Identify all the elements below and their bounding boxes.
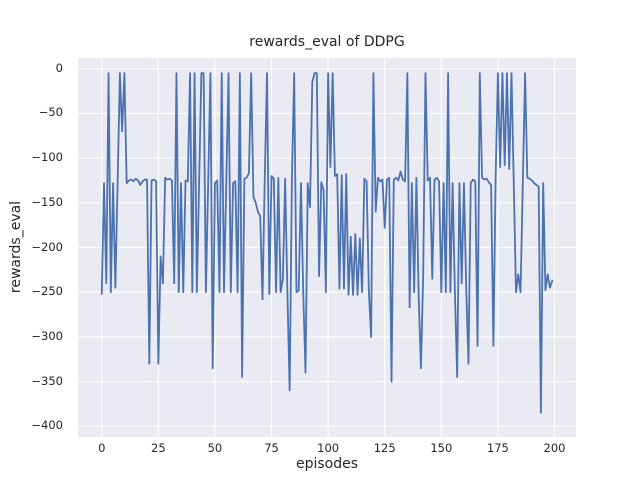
x-tick-label: 100	[317, 441, 340, 455]
y-tick-label: 0	[55, 60, 63, 75]
y-tick-label: −400	[31, 418, 63, 433]
y-tick-label: −300	[31, 328, 63, 343]
chart-title: rewards_eval of DDPG	[249, 34, 405, 50]
x-tick-label: 200	[543, 441, 566, 455]
x-tick-label: 125	[373, 441, 396, 455]
y-tick-label: −250	[31, 284, 63, 299]
rewards-eval-line	[100, 72, 554, 414]
y-tick-label: −150	[31, 194, 63, 209]
x-tick-label: 75	[264, 441, 279, 455]
y-tick-label: −350	[31, 373, 63, 388]
x-tick-label: 25	[151, 441, 166, 455]
y-tick-label: −100	[31, 150, 63, 165]
x-tick-label: 50	[207, 441, 223, 455]
x-tick-label: 150	[430, 441, 453, 455]
x-tick-label: 175	[486, 441, 509, 455]
y-tick-label: −50	[38, 105, 63, 120]
y-tick-label: −200	[31, 239, 63, 254]
x-axis-label: episodes	[295, 456, 359, 472]
x-tick-label: 0	[98, 441, 106, 455]
